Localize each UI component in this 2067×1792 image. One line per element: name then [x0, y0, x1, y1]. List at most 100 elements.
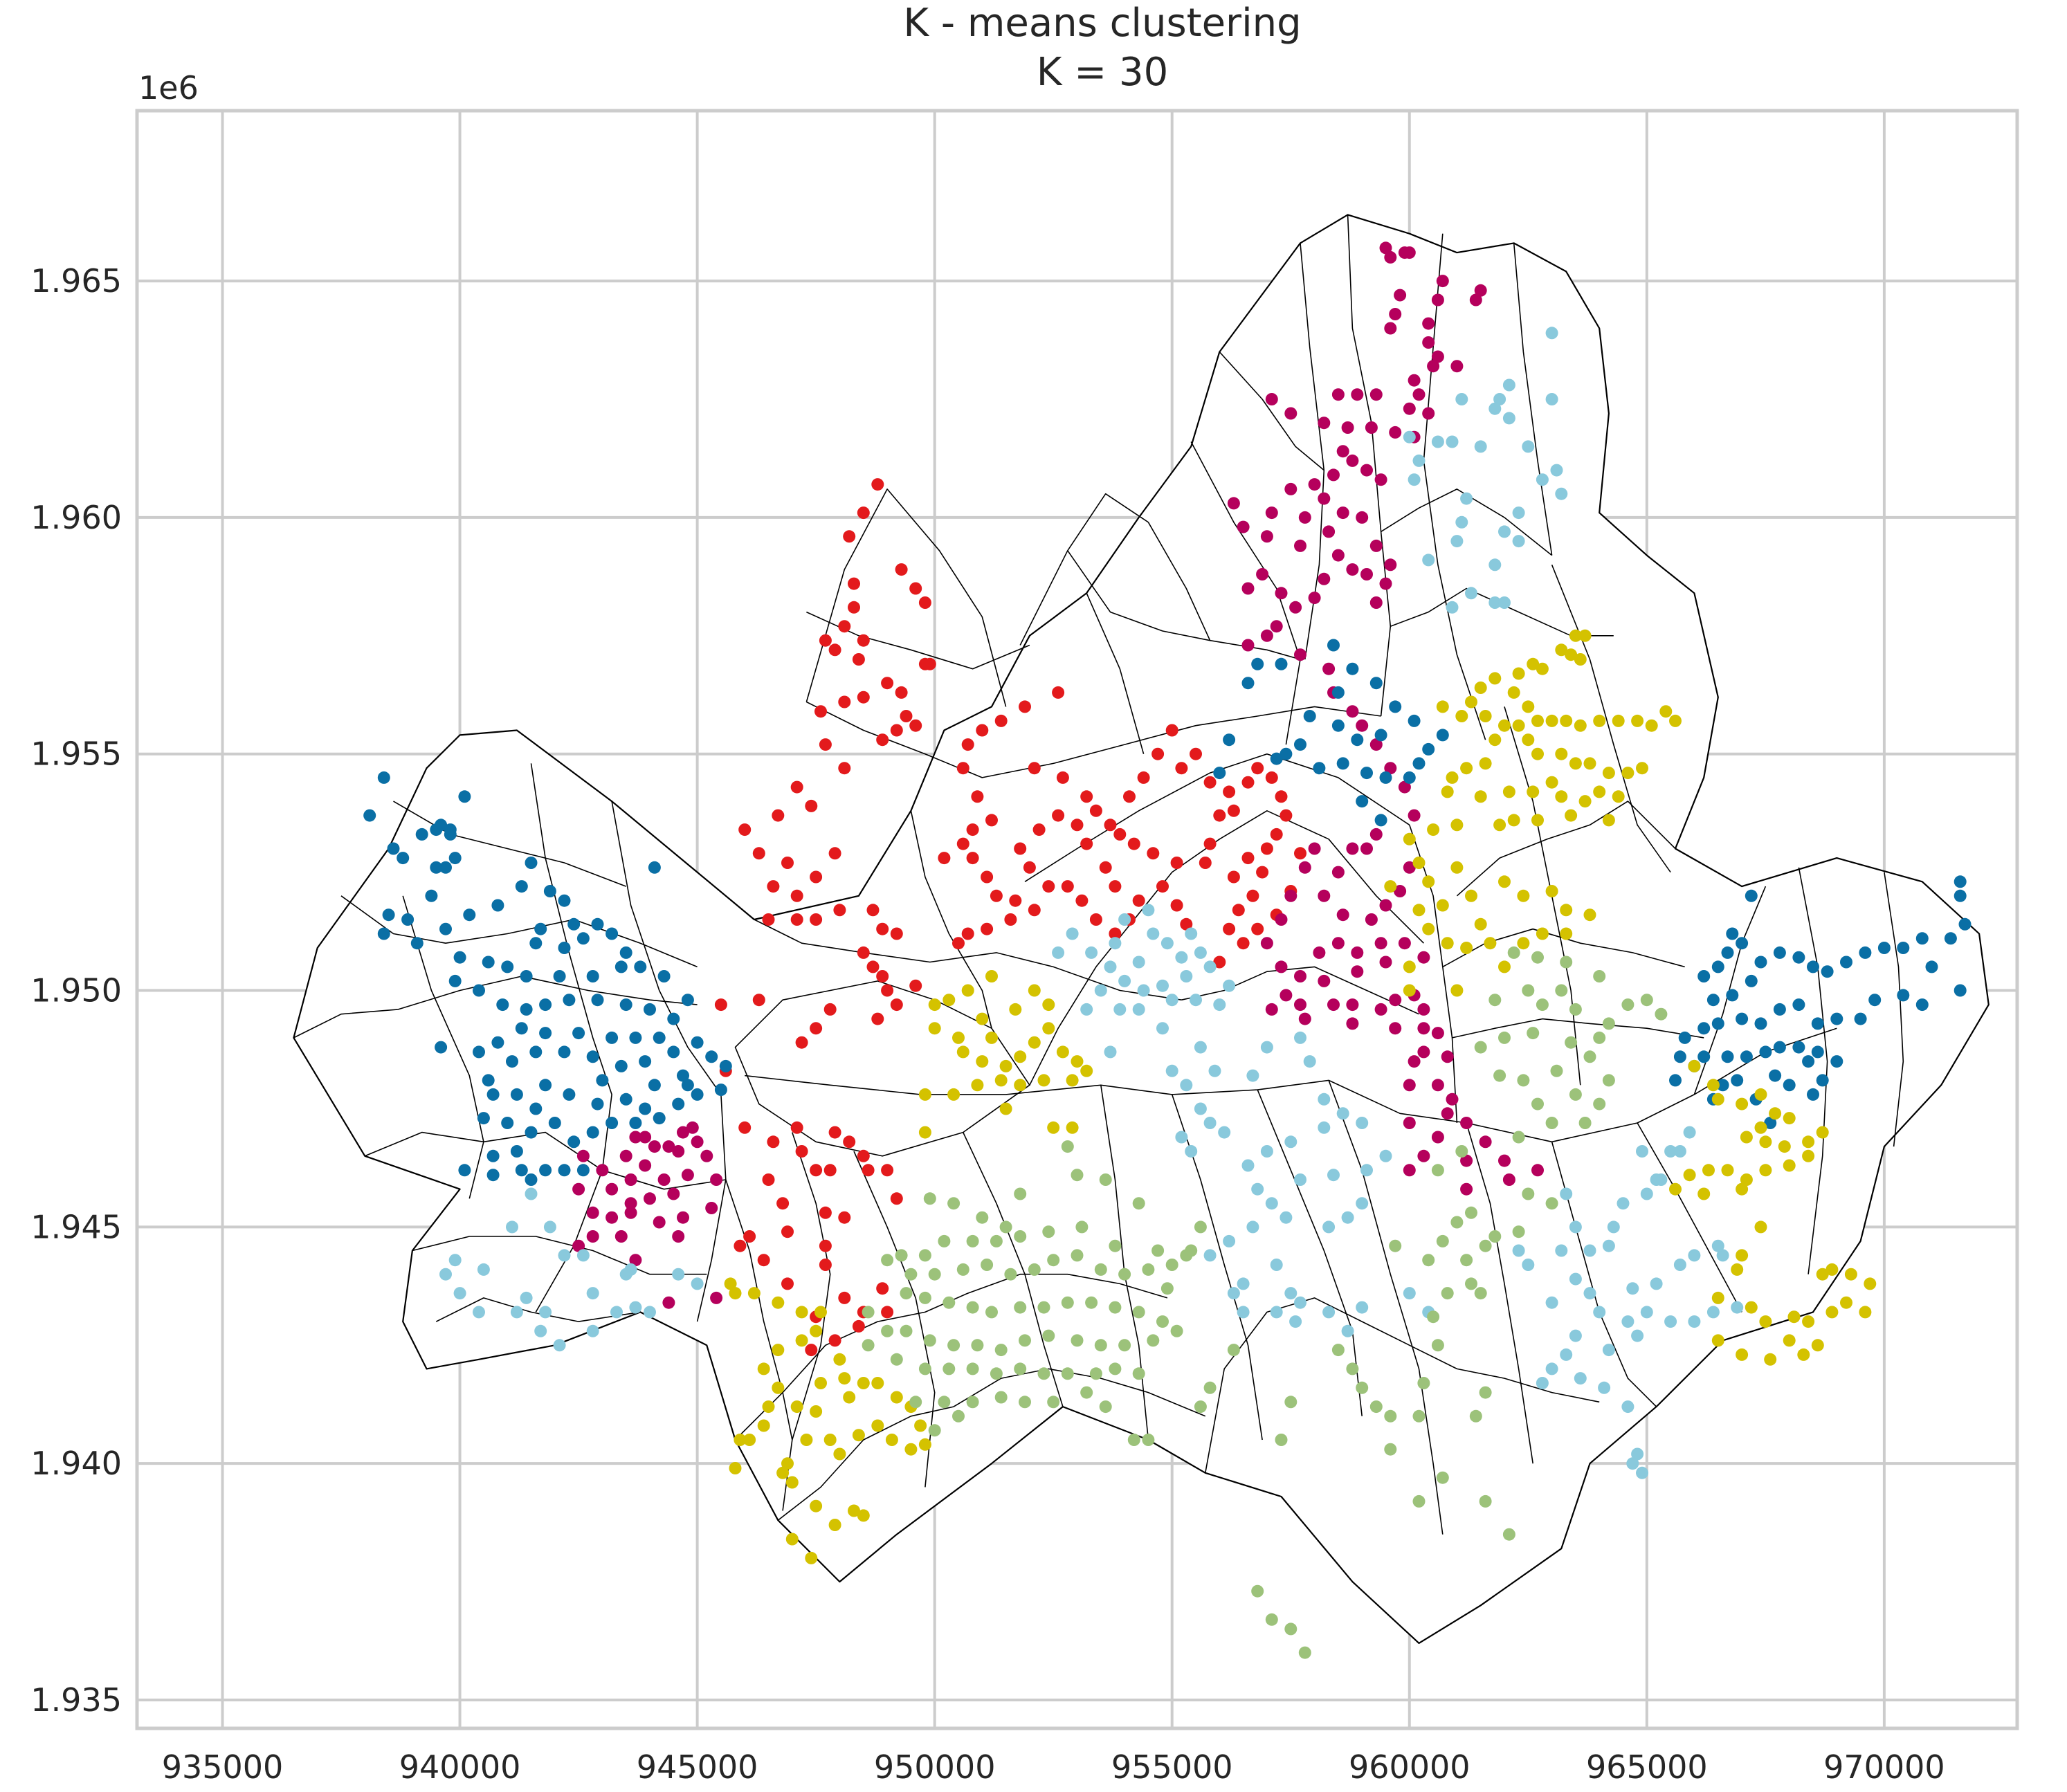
data-point	[529, 1102, 543, 1115]
data-point	[1071, 1249, 1084, 1262]
data-point	[558, 942, 571, 954]
data-point	[890, 1192, 903, 1205]
data-point	[1736, 1249, 1749, 1262]
data-point	[1260, 1145, 1273, 1158]
data-point	[1450, 819, 1464, 832]
data-point	[1379, 771, 1392, 784]
y-tick-label: 1.945	[30, 1208, 122, 1245]
data-point	[1384, 1409, 1397, 1423]
data-point	[1422, 336, 1435, 349]
data-point	[814, 1377, 827, 1389]
district-boundary	[364, 1131, 726, 1190]
data-point	[1389, 308, 1402, 320]
data-point	[1203, 960, 1217, 973]
data-point	[1246, 1220, 1259, 1234]
data-point	[681, 1079, 694, 1092]
data-point	[1037, 1074, 1050, 1087]
data-point	[1498, 1031, 1511, 1044]
data-point	[1897, 942, 1910, 954]
data-point	[1522, 700, 1535, 713]
data-point	[1180, 917, 1193, 931]
data-point	[1954, 984, 1967, 997]
data-point	[1284, 1287, 1297, 1300]
data-point	[1412, 857, 1426, 869]
data-point	[810, 1164, 823, 1177]
data-point	[776, 1197, 790, 1210]
data-point	[1602, 1344, 1615, 1357]
data-point	[1636, 762, 1648, 775]
data-point	[1094, 984, 1107, 997]
data-point	[691, 1135, 704, 1149]
data-point	[985, 814, 998, 827]
data-point	[639, 1131, 652, 1144]
data-point	[838, 695, 851, 708]
data-point	[1607, 1220, 1620, 1234]
data-point	[1327, 468, 1340, 482]
data-point	[1109, 927, 1122, 940]
data-point	[1318, 492, 1331, 505]
data-point	[1474, 790, 1487, 803]
data-point	[1208, 1064, 1221, 1077]
district-boundary	[1024, 753, 1410, 882]
data-point	[1493, 1069, 1506, 1082]
data-point	[1527, 785, 1540, 798]
data-point	[1066, 1074, 1079, 1087]
data-point	[828, 847, 841, 860]
data-point	[823, 1164, 837, 1177]
data-point	[644, 1192, 656, 1205]
data-point	[943, 994, 956, 1007]
data-point	[1109, 1362, 1122, 1375]
data-point	[1474, 1287, 1487, 1300]
data-point	[1498, 875, 1511, 888]
data-point	[691, 1036, 704, 1049]
data-point	[1422, 407, 1435, 420]
data-point	[795, 1036, 808, 1049]
data-point	[1446, 601, 1459, 614]
data-point	[586, 1230, 599, 1243]
data-point	[918, 1291, 931, 1304]
data-point	[1151, 747, 1165, 760]
data-point	[1498, 1154, 1511, 1167]
data-point	[772, 1296, 785, 1309]
data-point	[1736, 1012, 1749, 1025]
data-point	[410, 937, 424, 950]
data-point	[1484, 937, 1497, 950]
data-point	[1460, 762, 1473, 775]
data-point	[1726, 989, 1739, 1002]
data-point	[1109, 937, 1122, 950]
district-boundary	[530, 763, 612, 1313]
data-point	[1844, 1268, 1857, 1281]
data-point	[1398, 937, 1411, 950]
data-point	[947, 1339, 960, 1352]
data-point	[1636, 1466, 1648, 1479]
data-point	[1019, 1396, 1031, 1409]
data-point	[1142, 1434, 1155, 1446]
y-tick-label: 1.935	[30, 1681, 122, 1719]
data-point	[909, 582, 922, 595]
data-point	[639, 1055, 652, 1068]
data-point	[790, 1400, 803, 1414]
data-point	[994, 714, 1008, 727]
data-point	[1479, 1494, 1492, 1508]
data-point	[1958, 917, 1972, 931]
data-point	[767, 1135, 780, 1149]
district-boundary	[1466, 1122, 1533, 1464]
data-point	[1536, 998, 1549, 1012]
data-point	[871, 1377, 884, 1389]
data-point	[1175, 762, 1188, 775]
data-point	[1431, 1027, 1444, 1040]
data-point	[1460, 1182, 1473, 1196]
data-point	[1289, 601, 1302, 614]
data-point	[952, 1031, 965, 1044]
data-point	[1023, 861, 1036, 874]
data-point	[1512, 719, 1525, 732]
data-point	[491, 1036, 504, 1049]
data-point	[862, 1339, 875, 1352]
data-point	[1778, 1140, 1791, 1153]
data-point	[909, 1396, 922, 1409]
data-point	[999, 1102, 1012, 1115]
data-point	[1460, 942, 1473, 954]
data-point	[1156, 880, 1169, 893]
data-point	[482, 956, 495, 969]
data-point	[1811, 1045, 1824, 1059]
